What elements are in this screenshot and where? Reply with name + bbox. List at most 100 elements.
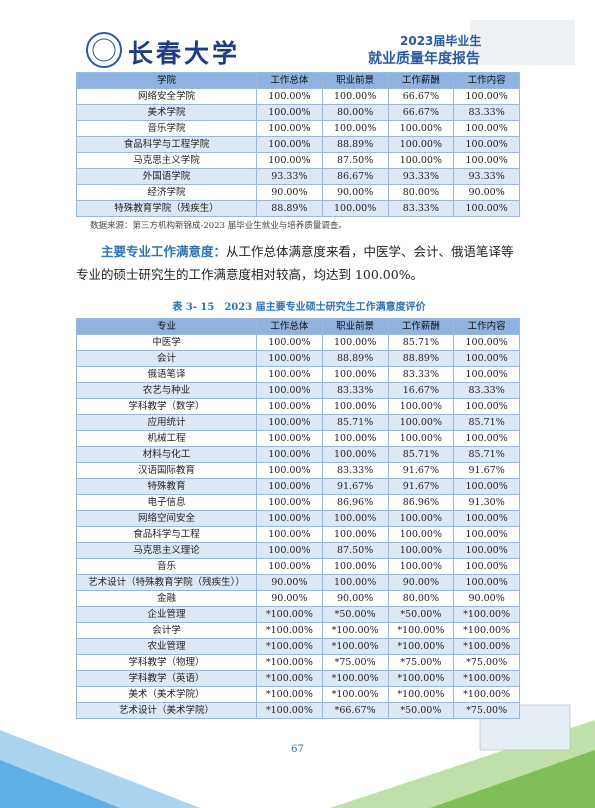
cell: 100.00%: [256, 366, 323, 383]
cell: 美术（美术学院）: [76, 686, 257, 703]
cell: 100.00%: [387, 430, 455, 447]
cell: 学科教学（数学）: [76, 398, 257, 415]
cell: 音乐: [76, 558, 257, 575]
cell: *100.00%: [321, 638, 389, 655]
cell: 100.00%: [256, 430, 323, 447]
cell: 100.00%: [387, 414, 455, 431]
cell: 100.00%: [453, 398, 520, 415]
cell: 企业管理: [76, 606, 257, 623]
cell: 80.00%: [321, 104, 389, 121]
cell: 金融: [76, 590, 257, 607]
table-row: 学科教学（物理） *100.00% *75.00% *75.00% *75.00%: [76, 654, 520, 671]
cell: 88.89%: [256, 200, 323, 217]
cell: 电子信息: [76, 494, 257, 511]
cell: 应用统计: [76, 414, 257, 431]
cell: 87.50%: [321, 152, 389, 169]
table-row: 艺术设计（特殊教育学院（残疾生）） 90.00% 100.00% 90.00% 100.…: [76, 574, 520, 591]
table-row: 金融 90.00% 90.00% 80.00% 90.00%: [76, 590, 520, 607]
column-header: 学院: [76, 72, 257, 89]
cell: 艺术设计（美术学院）: [76, 702, 257, 719]
cell: *100.00%: [256, 638, 323, 655]
cell: 91.30%: [453, 494, 520, 511]
column-header: 工作总体: [256, 72, 323, 89]
cell: *100.00%: [387, 670, 455, 687]
cell: 93.33%: [256, 168, 323, 185]
cell: 100.00%: [453, 120, 520, 137]
table-row: 会计 100.00% 88.89% 88.89% 100.00%: [76, 350, 520, 367]
cell: 100.00%: [321, 120, 389, 137]
cell: 93.33%: [453, 168, 520, 185]
cell: 91.67%: [387, 462, 455, 479]
cell: 100.00%: [387, 120, 455, 137]
cell: 艺术设计（特殊教育学院（残疾生））: [76, 574, 257, 591]
cell: 85.71%: [453, 446, 520, 463]
cell: *50.00%: [387, 702, 455, 719]
cell: *100.00%: [453, 638, 520, 655]
cell: 100.00%: [256, 88, 323, 105]
cell: 100.00%: [256, 120, 323, 137]
table-row: 农业管理 *100.00% *100.00% *100.00% *100.00%: [76, 638, 520, 655]
cell: 85.71%: [321, 414, 389, 431]
cell: 83.33%: [321, 462, 389, 479]
table-row: 俄语笔译 100.00% 100.00% 83.33% 100.00%: [76, 366, 520, 383]
cell: *100.00%: [321, 622, 389, 639]
table-row: 特殊教育学院（残疾生） 88.89% 100.00% 83.33% 100.00%: [76, 200, 520, 217]
cell: 100.00%: [453, 510, 520, 527]
cell: *50.00%: [387, 606, 455, 623]
cell: 100.00%: [256, 334, 323, 351]
table-row: 学科教学（英语） *100.00% *100.00% *100.00% *100.00%: [76, 670, 520, 687]
cell: 90.00%: [256, 574, 323, 591]
cell: 100.00%: [256, 494, 323, 511]
cell: 经济学院: [76, 184, 257, 201]
cell: 100.00%: [256, 542, 323, 559]
cell: 100.00%: [387, 558, 455, 575]
column-header: 职业前景: [321, 72, 389, 89]
cell: 100.00%: [256, 510, 323, 527]
cell: 91.67%: [387, 478, 455, 495]
cell: 91.67%: [453, 462, 520, 479]
cell: *100.00%: [387, 622, 455, 639]
cell: 100.00%: [453, 430, 520, 447]
source-note: 数据来源：第三方机构新锦成-2023 届毕业生就业与培养质量调查。: [90, 221, 347, 231]
cell: 85.71%: [387, 334, 455, 351]
cell: 100.00%: [453, 136, 520, 153]
cell: 100.00%: [453, 334, 520, 351]
cell: *100.00%: [453, 686, 520, 703]
table: 学院 工作总体 职业前景 工作薪酬 工作内容 网络安全学院 100.00% 100.00% 66…: [76, 72, 520, 217]
cell: 马克思主义理论: [76, 542, 257, 559]
cell: *100.00%: [387, 638, 455, 655]
column-header: 工作内容: [453, 72, 520, 89]
cell: *75.00%: [321, 654, 389, 671]
cell: *75.00%: [453, 702, 520, 719]
table-row: 美术学院 100.00% 80.00% 66.67% 83.33%: [76, 104, 520, 121]
table-row: 企业管理 *100.00% *50.00% *50.00% *100.00%: [76, 606, 520, 623]
table-row: 机械工程 100.00% 100.00% 100.00% 100.00%: [76, 430, 520, 447]
cell: 100.00%: [387, 136, 455, 153]
cell: 100.00%: [321, 200, 389, 217]
table-row: 网络安全学院 100.00% 100.00% 66.67% 100.00%: [76, 88, 520, 105]
cell: 83.33%: [453, 382, 520, 399]
cell: 100.00%: [453, 88, 520, 105]
table-row: 会计学 *100.00% *100.00% *100.00% *100.00%: [76, 622, 520, 639]
cell: 食品科学与工程学院: [76, 136, 257, 153]
cell: 100.00%: [321, 430, 389, 447]
cell: 美术学院: [76, 104, 257, 121]
cell: 100.00%: [453, 574, 520, 591]
table-row: 中医学 100.00% 100.00% 85.71% 100.00%: [76, 334, 520, 351]
table-row: 电子信息 100.00% 86.96% 86.96% 91.30%: [76, 494, 520, 511]
cell: 网络空间安全: [76, 510, 257, 527]
table-row: 经济学院 90.00% 90.00% 80.00% 90.00%: [76, 184, 520, 201]
cell: 100.00%: [387, 510, 455, 527]
table-row: 艺术设计（美术学院） *100.00% *66.67% *50.00% *75.00%: [76, 702, 520, 719]
paragraph: 主要专业工作满意度：从工作总体满意度来看，中医学、会计、俄语笔译等专业的硕士研究…: [76, 240, 522, 286]
cell: 会计学: [76, 622, 257, 639]
cell: 90.00%: [387, 574, 455, 591]
cell: 特殊教育学院（残疾生）: [76, 200, 257, 217]
cell: 83.33%: [387, 200, 455, 217]
cell: *100.00%: [256, 702, 323, 719]
cell: *100.00%: [453, 670, 520, 687]
cell: 100.00%: [453, 478, 520, 495]
table-row: 食品科学与工程学院 100.00% 88.89% 100.00% 100.00%: [76, 136, 520, 153]
header-row: 专业 工作总体 职业前景 工作薪酬 工作内容: [76, 318, 520, 335]
